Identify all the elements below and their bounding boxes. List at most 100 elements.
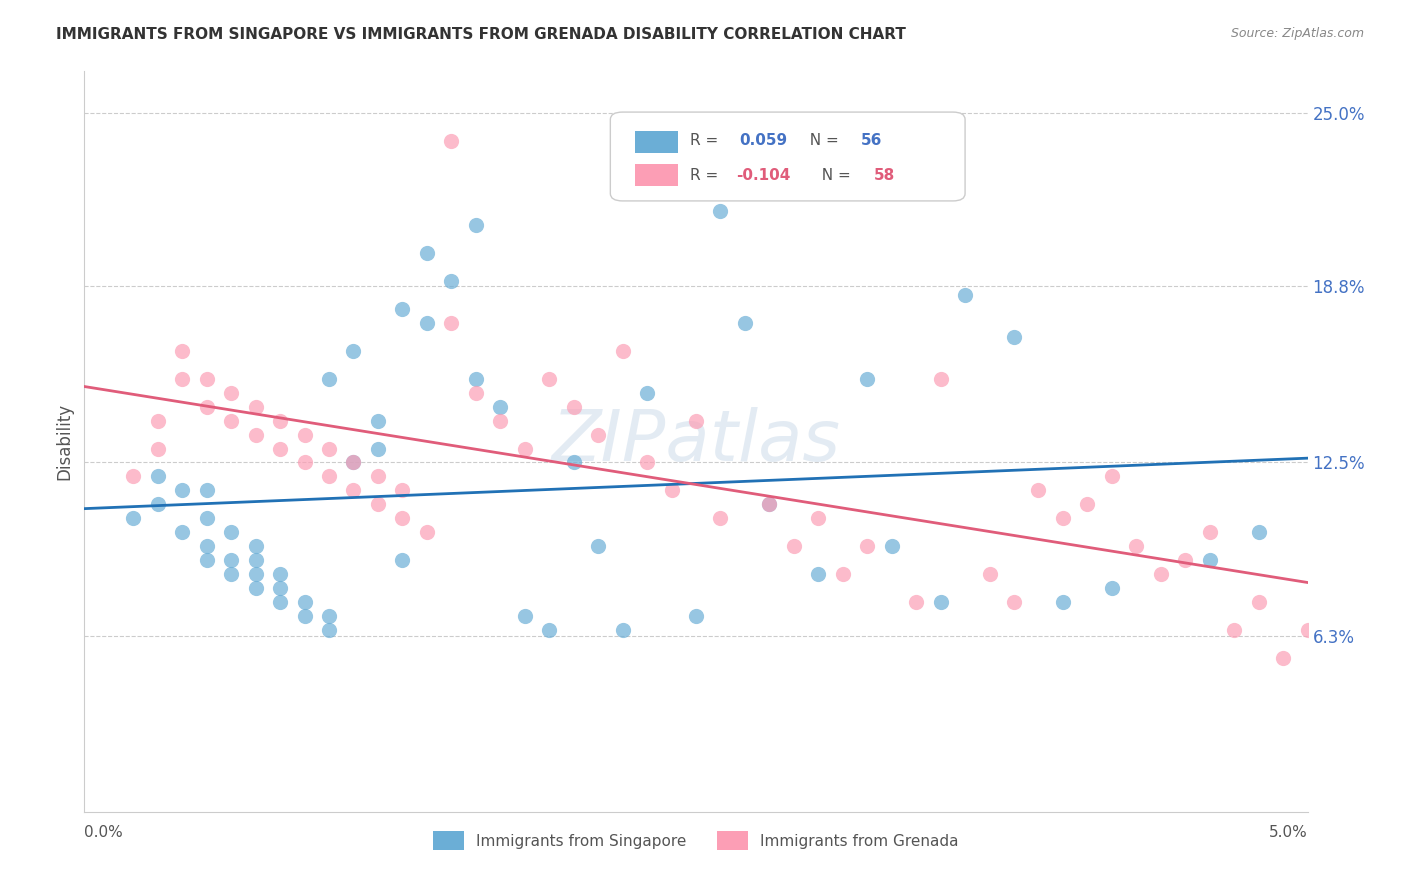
Point bbox=[1272, 651, 1295, 665]
Point bbox=[489, 414, 512, 428]
Point bbox=[586, 539, 609, 553]
Y-axis label: Disability: Disability bbox=[55, 403, 73, 480]
Point bbox=[294, 455, 316, 469]
Point bbox=[269, 567, 291, 582]
Point bbox=[245, 581, 267, 595]
Point bbox=[245, 539, 267, 553]
Point bbox=[880, 539, 903, 553]
Point bbox=[1150, 567, 1173, 582]
Point bbox=[636, 455, 658, 469]
Point bbox=[1101, 469, 1123, 483]
Point bbox=[219, 525, 242, 540]
Point bbox=[1052, 595, 1074, 609]
Point bbox=[318, 609, 340, 624]
Point bbox=[1052, 511, 1074, 525]
Point bbox=[195, 372, 218, 386]
Text: 56: 56 bbox=[860, 133, 883, 148]
Point bbox=[146, 497, 169, 511]
Text: N =: N = bbox=[800, 133, 844, 148]
Point bbox=[685, 414, 707, 428]
Point bbox=[269, 414, 291, 428]
Point bbox=[172, 483, 194, 498]
Point bbox=[318, 623, 340, 637]
Point bbox=[342, 343, 364, 358]
Point bbox=[929, 372, 952, 386]
Point bbox=[195, 483, 218, 498]
Point bbox=[195, 400, 218, 414]
Point bbox=[562, 400, 585, 414]
Point bbox=[661, 483, 683, 498]
Point bbox=[367, 442, 389, 456]
Point bbox=[172, 525, 194, 540]
Point bbox=[440, 134, 463, 148]
Point bbox=[464, 372, 486, 386]
Point bbox=[1247, 525, 1270, 540]
Point bbox=[122, 469, 145, 483]
Point bbox=[636, 385, 658, 400]
Point bbox=[294, 427, 316, 442]
Point bbox=[367, 469, 389, 483]
Point bbox=[342, 455, 364, 469]
Point bbox=[709, 204, 731, 219]
Bar bbox=[636, 164, 678, 186]
Point bbox=[440, 316, 463, 330]
Point bbox=[245, 567, 267, 582]
Text: -0.104: -0.104 bbox=[737, 168, 790, 183]
Point bbox=[122, 511, 145, 525]
Point bbox=[342, 483, 364, 498]
Point bbox=[318, 469, 340, 483]
Point bbox=[269, 442, 291, 456]
Point bbox=[146, 442, 169, 456]
Point bbox=[758, 497, 780, 511]
Point bbox=[195, 539, 218, 553]
Point bbox=[318, 372, 340, 386]
Point bbox=[953, 288, 976, 302]
Point bbox=[1198, 553, 1220, 567]
Point bbox=[416, 316, 439, 330]
Point bbox=[294, 609, 316, 624]
Point bbox=[1198, 525, 1220, 540]
Point bbox=[219, 385, 242, 400]
Point bbox=[219, 553, 242, 567]
Point bbox=[294, 595, 316, 609]
Point bbox=[831, 567, 853, 582]
Point bbox=[464, 218, 486, 232]
Point bbox=[1247, 595, 1270, 609]
Point bbox=[783, 539, 806, 553]
Bar bbox=[636, 130, 678, 153]
Point bbox=[489, 400, 512, 414]
Point bbox=[1223, 623, 1246, 637]
Legend: Immigrants from Singapore, Immigrants from Grenada: Immigrants from Singapore, Immigrants fr… bbox=[427, 825, 965, 856]
Point bbox=[538, 372, 561, 386]
Text: 0.0%: 0.0% bbox=[84, 825, 124, 840]
Text: R =: R = bbox=[690, 168, 723, 183]
Point bbox=[562, 455, 585, 469]
Point bbox=[318, 442, 340, 456]
Point bbox=[856, 539, 879, 553]
Text: R =: R = bbox=[690, 133, 728, 148]
Point bbox=[709, 511, 731, 525]
Point bbox=[219, 567, 242, 582]
Point bbox=[391, 301, 413, 316]
Point bbox=[807, 511, 830, 525]
Point bbox=[172, 372, 194, 386]
Point bbox=[1002, 330, 1025, 344]
Point bbox=[269, 581, 291, 595]
Text: IMMIGRANTS FROM SINGAPORE VS IMMIGRANTS FROM GRENADA DISABILITY CORRELATION CHAR: IMMIGRANTS FROM SINGAPORE VS IMMIGRANTS … bbox=[56, 27, 905, 42]
Point bbox=[416, 246, 439, 260]
Point bbox=[685, 609, 707, 624]
Point bbox=[856, 372, 879, 386]
Point bbox=[513, 442, 536, 456]
Point bbox=[440, 274, 463, 288]
Text: 0.059: 0.059 bbox=[738, 133, 787, 148]
Text: Source: ZipAtlas.com: Source: ZipAtlas.com bbox=[1230, 27, 1364, 40]
Point bbox=[1125, 539, 1147, 553]
Point bbox=[367, 497, 389, 511]
Point bbox=[513, 609, 536, 624]
Point bbox=[612, 343, 634, 358]
Point bbox=[807, 567, 830, 582]
FancyBboxPatch shape bbox=[610, 112, 965, 201]
Point bbox=[367, 414, 389, 428]
Point bbox=[1076, 497, 1098, 511]
Point bbox=[905, 595, 928, 609]
